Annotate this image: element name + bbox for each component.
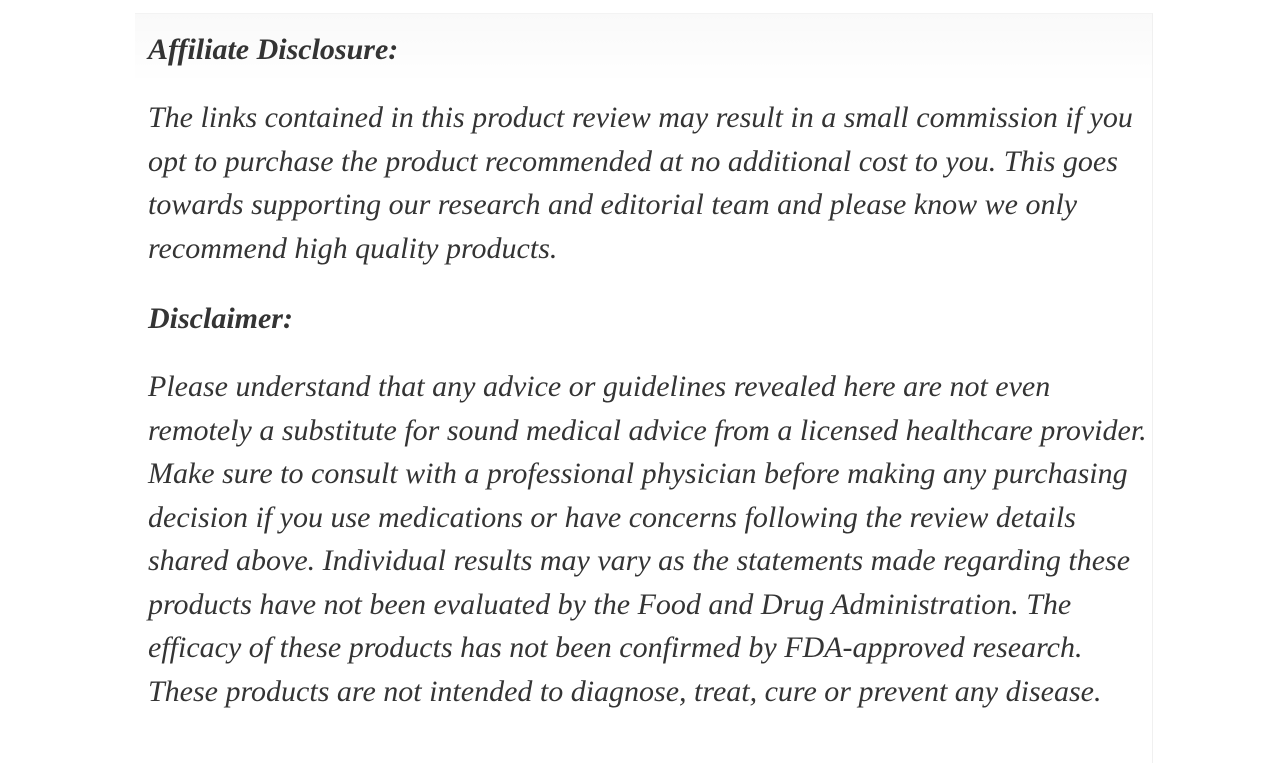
disclaimer-section: Disclaimer: Please understand that any a… <box>148 297 1152 713</box>
disclaimer-heading: Disclaimer: <box>148 302 293 335</box>
article-content-column: Affiliate Disclosure: The links containe… <box>135 13 1153 763</box>
affiliate-disclosure-heading: Affiliate Disclosure: <box>148 33 399 66</box>
affiliate-disclosure-paragraph: The links contained in this product revi… <box>148 101 1133 265</box>
affiliate-disclosure-section: Affiliate Disclosure: The links containe… <box>148 28 1152 270</box>
disclaimer-paragraph: Please understand that any advice or gui… <box>148 370 1147 708</box>
disclosure-article: Affiliate Disclosure: The links containe… <box>148 28 1152 713</box>
